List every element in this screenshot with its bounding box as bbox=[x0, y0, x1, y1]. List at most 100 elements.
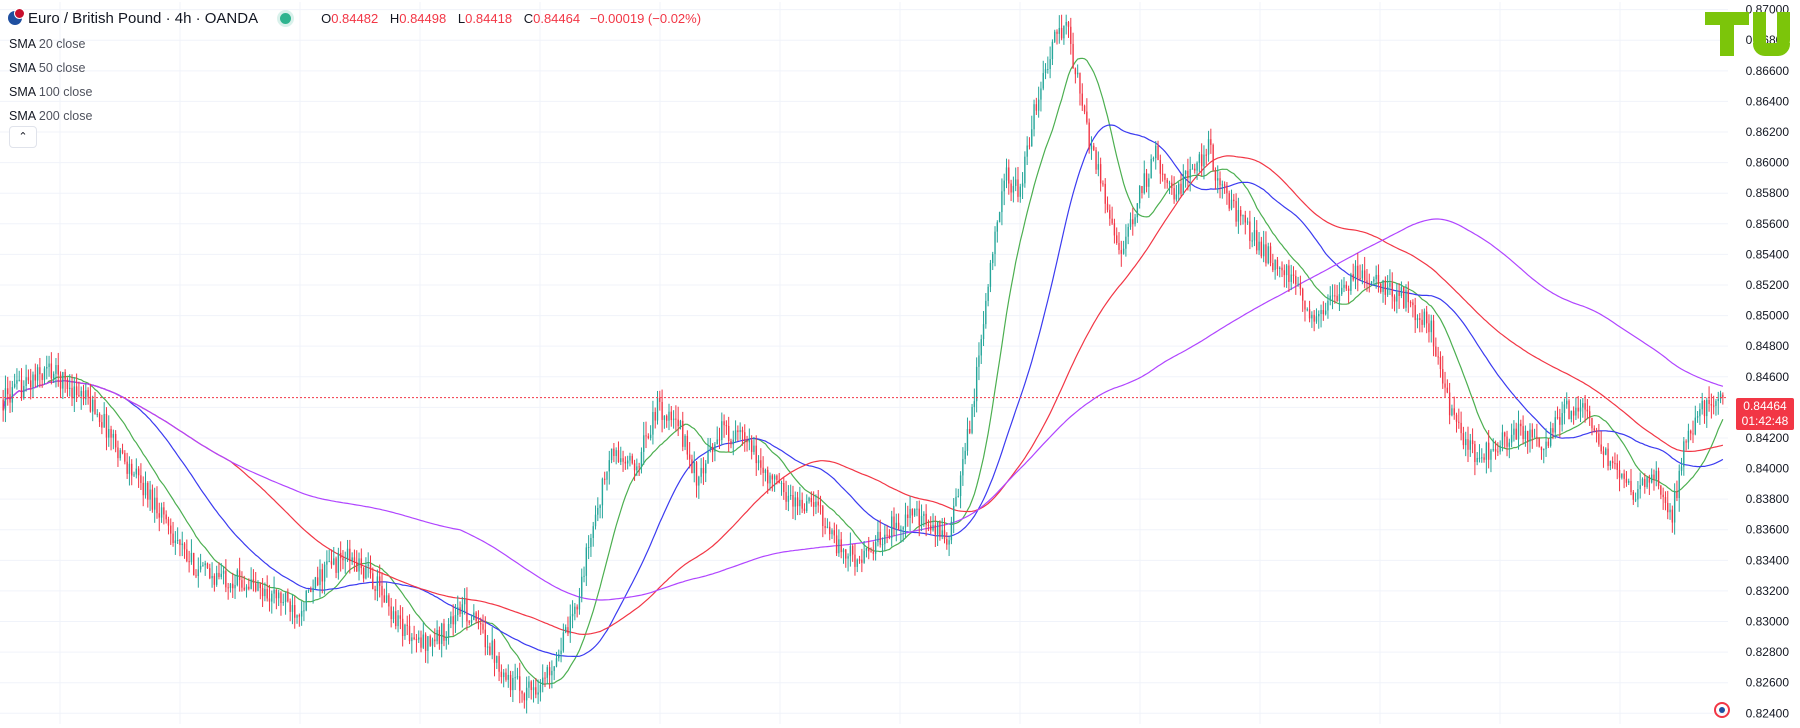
candle bbox=[1189, 156, 1191, 192]
candle bbox=[415, 633, 418, 653]
candle bbox=[1524, 425, 1527, 447]
candle bbox=[615, 447, 617, 465]
price-tick-label: 0.86600 bbox=[1746, 64, 1790, 78]
candle bbox=[1145, 168, 1148, 193]
high-value: 0.84498 bbox=[399, 10, 447, 26]
candle bbox=[401, 607, 404, 647]
candle bbox=[351, 552, 353, 565]
candle bbox=[691, 454, 693, 474]
candle bbox=[59, 371, 62, 398]
candle bbox=[668, 403, 670, 431]
candle bbox=[998, 211, 1001, 223]
candle bbox=[760, 448, 762, 475]
candle bbox=[1554, 410, 1556, 439]
candle bbox=[544, 671, 546, 688]
candle bbox=[512, 671, 514, 703]
candle bbox=[1435, 337, 1437, 357]
candle bbox=[700, 458, 702, 484]
candle bbox=[1513, 420, 1515, 442]
candle bbox=[675, 405, 677, 431]
candle bbox=[783, 477, 785, 500]
symbol-title[interactable]: Euro / British Pound · 4h · OANDA bbox=[28, 9, 259, 27]
candle bbox=[468, 620, 470, 626]
candle bbox=[1187, 158, 1189, 191]
candle bbox=[1602, 446, 1605, 468]
candle bbox=[631, 453, 633, 465]
candle bbox=[1616, 454, 1618, 480]
candle bbox=[656, 390, 659, 425]
indicator-sma-100[interactable]: SMA 100 close bbox=[9, 80, 92, 104]
candle bbox=[1113, 218, 1116, 244]
candle bbox=[748, 428, 751, 451]
candle bbox=[32, 371, 34, 398]
candle bbox=[1299, 275, 1302, 296]
candle bbox=[117, 440, 119, 467]
candle bbox=[1010, 179, 1012, 202]
candle bbox=[521, 690, 523, 703]
candle bbox=[872, 541, 875, 561]
candle bbox=[1301, 287, 1304, 312]
candle bbox=[610, 448, 613, 464]
candle bbox=[633, 459, 636, 481]
candle bbox=[1067, 21, 1070, 38]
candle bbox=[473, 604, 475, 621]
candle bbox=[1632, 490, 1634, 505]
candle bbox=[1453, 396, 1455, 420]
candle bbox=[1598, 424, 1600, 447]
candle bbox=[537, 679, 539, 704]
indicator-params: 20 close bbox=[38, 37, 86, 51]
candle bbox=[1184, 170, 1187, 188]
candle bbox=[1492, 438, 1494, 452]
price-tick-label: 0.82800 bbox=[1746, 645, 1790, 659]
candle bbox=[339, 541, 342, 572]
candle bbox=[1405, 284, 1407, 312]
indicator-sma-50[interactable]: SMA 50 close bbox=[9, 56, 92, 80]
indicator-name: SMA bbox=[9, 61, 36, 75]
candle bbox=[636, 458, 638, 477]
candle bbox=[1265, 231, 1267, 267]
candle bbox=[489, 642, 491, 656]
price-tick-label: 0.84800 bbox=[1746, 339, 1790, 353]
candle bbox=[1221, 180, 1224, 199]
candle bbox=[1655, 461, 1657, 487]
candle bbox=[936, 521, 939, 546]
candle bbox=[654, 407, 656, 429]
candle bbox=[1561, 401, 1563, 432]
indicator-params: 50 close bbox=[38, 61, 86, 75]
candle bbox=[900, 525, 902, 543]
candle bbox=[112, 429, 115, 450]
candle bbox=[296, 614, 298, 624]
candle bbox=[1109, 204, 1111, 226]
candle bbox=[445, 631, 447, 650]
candle bbox=[349, 539, 351, 574]
candle bbox=[865, 547, 868, 558]
candle bbox=[1703, 399, 1706, 424]
candle bbox=[1357, 253, 1359, 292]
candle bbox=[427, 636, 429, 664]
indicator-sma-200[interactable]: SMA 200 close bbox=[9, 104, 92, 128]
candle bbox=[1393, 294, 1396, 312]
candle bbox=[1584, 395, 1586, 423]
candle bbox=[514, 663, 516, 691]
market-status-icon[interactable] bbox=[280, 12, 292, 24]
candle bbox=[420, 630, 422, 653]
collapse-indicators-button[interactable]: ⌃ bbox=[9, 126, 37, 148]
candle bbox=[1396, 282, 1398, 314]
candle bbox=[397, 610, 399, 633]
candle bbox=[744, 424, 746, 452]
candle bbox=[1228, 190, 1230, 212]
candle bbox=[105, 407, 108, 451]
candle bbox=[326, 550, 328, 578]
price-axis[interactable]: 0.870000.868000.866000.864000.862000.860… bbox=[1746, 3, 1790, 721]
candle bbox=[1414, 297, 1416, 333]
candle bbox=[229, 583, 232, 593]
candle bbox=[840, 532, 842, 559]
indicator-sma-20[interactable]: SMA 20 close bbox=[9, 32, 92, 56]
candle bbox=[147, 481, 149, 508]
candle bbox=[1090, 136, 1093, 160]
candle bbox=[13, 373, 16, 389]
candle bbox=[298, 613, 301, 627]
candle bbox=[46, 355, 48, 380]
candle bbox=[592, 521, 594, 547]
